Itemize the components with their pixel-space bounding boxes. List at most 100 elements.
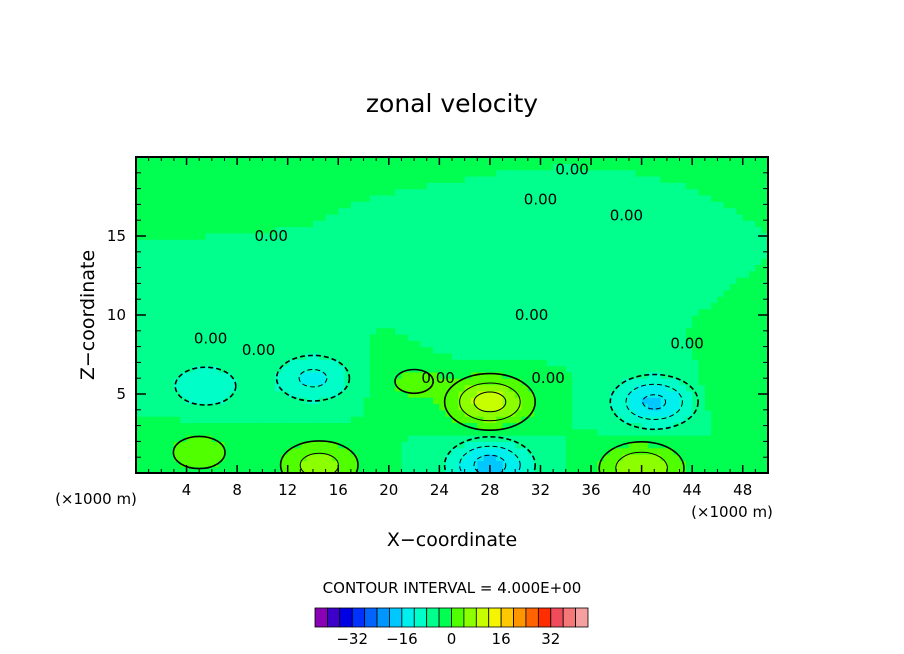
field-cell bbox=[742, 466, 750, 473]
field-cell bbox=[591, 251, 598, 259]
field-cell bbox=[723, 321, 731, 329]
field-cell bbox=[496, 460, 504, 468]
field-cell bbox=[761, 447, 768, 455]
field-cell bbox=[565, 188, 573, 196]
field-cell bbox=[262, 194, 270, 202]
field-cell bbox=[761, 346, 768, 354]
field-cell bbox=[382, 201, 390, 209]
field-cell bbox=[711, 239, 719, 247]
field-cell bbox=[287, 371, 295, 379]
field-cell bbox=[401, 226, 409, 234]
field-cell bbox=[154, 384, 162, 392]
field-cell bbox=[458, 321, 466, 329]
field-cell bbox=[300, 460, 308, 468]
field-cell bbox=[180, 220, 188, 228]
field-cell bbox=[256, 378, 263, 386]
field-cell bbox=[477, 220, 485, 228]
field-cell bbox=[704, 289, 712, 297]
field-cell bbox=[521, 333, 529, 341]
field-cell bbox=[167, 258, 175, 266]
field-cell bbox=[742, 169, 750, 177]
field-cell bbox=[572, 296, 579, 303]
field-cell bbox=[736, 169, 744, 177]
field-cell bbox=[591, 239, 598, 247]
field-cell bbox=[439, 460, 447, 468]
field-cell bbox=[268, 239, 276, 247]
field-cell bbox=[256, 308, 263, 316]
field-cell bbox=[616, 175, 624, 183]
field-cell bbox=[243, 315, 251, 322]
field-cell bbox=[357, 390, 365, 398]
field-cell bbox=[679, 403, 687, 411]
field-cell bbox=[565, 157, 573, 164]
field-cell bbox=[281, 315, 289, 322]
field-cell bbox=[294, 175, 301, 183]
field-cell bbox=[755, 188, 763, 196]
field-cell bbox=[761, 175, 768, 183]
field-cell bbox=[660, 435, 668, 442]
field-cell bbox=[540, 201, 548, 209]
field-cell bbox=[597, 308, 605, 316]
field-cell bbox=[692, 239, 700, 247]
field-cell bbox=[376, 327, 384, 335]
field-cell bbox=[401, 270, 409, 278]
field-cell bbox=[325, 371, 333, 379]
field-cell bbox=[477, 333, 485, 341]
field-cell bbox=[369, 226, 377, 234]
field-cell bbox=[635, 251, 643, 259]
field-cell bbox=[192, 201, 200, 209]
field-cell bbox=[755, 270, 763, 278]
field-cell bbox=[426, 296, 434, 303]
field-cell bbox=[401, 302, 409, 310]
field-cell bbox=[755, 403, 763, 411]
field-cell bbox=[230, 163, 238, 171]
field-cell bbox=[433, 169, 440, 177]
field-cell bbox=[515, 371, 523, 379]
field-cell bbox=[312, 245, 320, 253]
field-cell bbox=[470, 441, 478, 449]
field-cell bbox=[553, 207, 561, 215]
field-cell bbox=[167, 352, 175, 360]
field-cell bbox=[338, 365, 346, 373]
field-cell bbox=[350, 194, 358, 202]
field-cell bbox=[275, 169, 282, 177]
field-cell bbox=[306, 466, 314, 473]
field-cell bbox=[395, 340, 403, 348]
field-cell bbox=[692, 302, 700, 310]
field-cell bbox=[635, 157, 643, 164]
field-cell bbox=[736, 378, 744, 386]
field-cell bbox=[148, 466, 156, 473]
field-cell bbox=[199, 359, 207, 367]
field-cell bbox=[685, 213, 693, 221]
field-cell bbox=[660, 466, 668, 473]
field-cell bbox=[199, 340, 207, 348]
field-cell bbox=[692, 352, 700, 360]
field-cell bbox=[654, 340, 662, 348]
field-cell bbox=[477, 441, 485, 449]
field-cell bbox=[685, 188, 693, 196]
field-cell bbox=[685, 416, 693, 424]
field-cell bbox=[357, 251, 365, 259]
field-cell bbox=[357, 245, 365, 253]
field-cell bbox=[395, 327, 403, 335]
field-cell bbox=[483, 416, 491, 424]
field-cell bbox=[388, 157, 396, 164]
field-cell bbox=[211, 201, 219, 209]
field-cell bbox=[666, 175, 674, 183]
field-cell bbox=[148, 384, 156, 392]
field-cell bbox=[281, 409, 289, 417]
field-cell bbox=[685, 201, 693, 209]
field-cell bbox=[597, 403, 605, 411]
field-cell bbox=[464, 321, 472, 329]
field-cell bbox=[426, 352, 434, 360]
field-cell bbox=[755, 315, 763, 322]
field-cell bbox=[749, 422, 756, 430]
field-cell bbox=[148, 435, 156, 442]
field-cell bbox=[711, 258, 719, 266]
field-cell bbox=[761, 409, 768, 417]
field-cell bbox=[647, 447, 655, 455]
field-cell bbox=[540, 416, 548, 424]
field-cell bbox=[445, 441, 453, 449]
field-cell bbox=[508, 359, 516, 367]
field-cell bbox=[325, 409, 333, 417]
